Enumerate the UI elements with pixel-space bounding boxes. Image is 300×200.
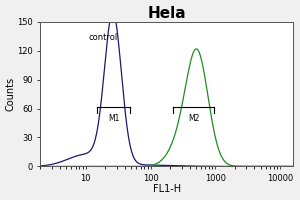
X-axis label: FL1-H: FL1-H [153, 184, 181, 194]
Text: M1: M1 [108, 114, 119, 123]
Title: Hela: Hela [148, 6, 186, 21]
Y-axis label: Counts: Counts [6, 77, 16, 111]
Text: M2: M2 [188, 114, 200, 123]
Text: control: control [89, 33, 118, 42]
